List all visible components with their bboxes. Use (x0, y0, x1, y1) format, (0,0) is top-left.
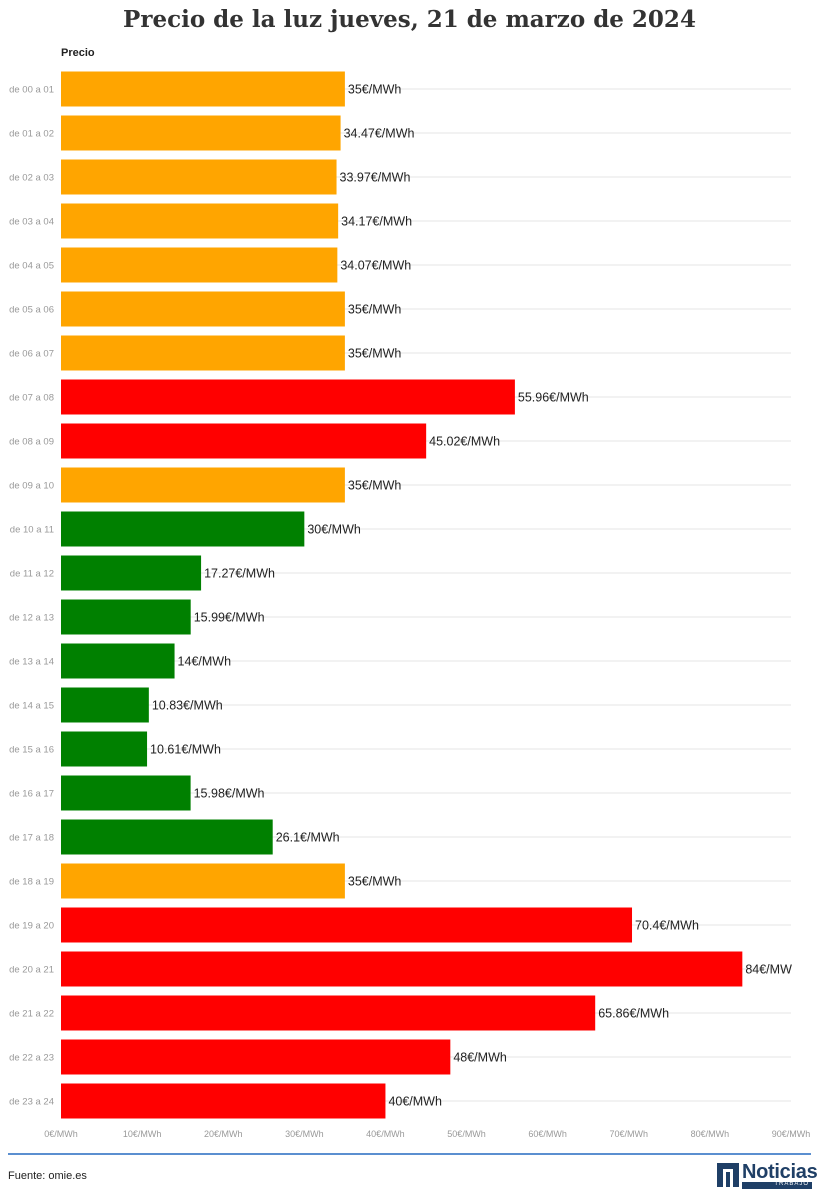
category-label: de 06 a 07 (9, 349, 54, 360)
x-tick-label: 20€/MWh (204, 1129, 243, 1139)
logo-sub-text: TRABAJO (774, 1181, 809, 1187)
category-label: de 22 a 23 (9, 1053, 54, 1064)
chart-title: Precio de la luz jueves, 21 de marzo de … (123, 6, 696, 33)
category-label: de 11 a 12 (10, 569, 54, 580)
category-label: de 01 a 02 (9, 129, 54, 140)
value-label: 15.98€/MWh (194, 787, 265, 801)
value-label: 10.83€/MWh (152, 699, 223, 713)
bar (61, 247, 338, 283)
x-tick-label: 90€/MWh (772, 1129, 811, 1139)
x-tick-label: 70€/MWh (610, 1129, 649, 1139)
bar (61, 643, 175, 679)
bar (61, 951, 743, 987)
bar (61, 1083, 386, 1119)
value-label: 30€/MWh (307, 523, 361, 537)
bar (61, 159, 337, 195)
value-label: 45.02€/MWh (429, 435, 500, 449)
value-label: 14€/MWh (178, 655, 232, 669)
value-label: 34.47€/MWh (344, 127, 415, 141)
category-label: de 07 a 08 (9, 393, 54, 404)
value-label: 35€/MWh (348, 303, 402, 317)
bar (61, 731, 148, 767)
x-tick-label: 50€/MWh (447, 1129, 486, 1139)
category-label: de 18 a 19 (9, 877, 54, 888)
category-label: de 20 a 21 (9, 965, 54, 976)
category-label: de 02 a 03 (9, 173, 54, 184)
value-label: 34.07€/MWh (340, 259, 411, 273)
value-label: 26.1€/MWh (276, 831, 340, 845)
value-label: 70.4€/MWh (635, 919, 699, 933)
bar-chart: de 00 a 01 35€/MWh de 01 a 02 34.47€/MWh de … (9, 71, 811, 1139)
noticias-trabajo-logo: Noticias TRABAJO (717, 1161, 818, 1191)
footer-divider (8, 1153, 811, 1155)
bar (61, 863, 345, 899)
category-label: de 09 a 10 (9, 481, 54, 492)
bar (61, 203, 339, 239)
x-tick-label: 60€/MWh (528, 1129, 567, 1139)
bar (61, 907, 633, 943)
value-label: 35€/MWh (348, 479, 402, 493)
bar (61, 379, 515, 415)
category-label: de 10 a 11 (10, 525, 54, 536)
bar (61, 511, 305, 547)
value-label: 35€/MWh (348, 875, 402, 889)
x-tick-label: 80€/MWh (691, 1129, 730, 1139)
value-label: 84€/MW (745, 963, 792, 977)
bar (61, 71, 345, 107)
bar (61, 423, 427, 459)
bar (61, 115, 341, 151)
category-label: de 21 a 22 (9, 1009, 54, 1020)
x-tick-label: 0€/MWh (44, 1129, 78, 1139)
logo-mark-icon (717, 1163, 739, 1187)
value-label: 17.27€/MWh (204, 567, 275, 581)
value-label: 48€/MWh (453, 1051, 507, 1065)
x-tick-label: 40€/MWh (366, 1129, 405, 1139)
bar (61, 555, 202, 591)
category-label: de 08 a 09 (9, 437, 54, 448)
category-label: de 12 a 13 (9, 613, 54, 624)
bar (61, 291, 345, 327)
column-header: Precio (61, 47, 95, 59)
category-label: de 04 a 05 (9, 261, 54, 272)
logo-sub-band: TRABAJO (742, 1181, 812, 1189)
category-label: de 15 a 16 (9, 745, 54, 756)
category-label: de 14 a 15 (9, 701, 54, 712)
value-label: 35€/MWh (348, 83, 402, 97)
x-tick-label: 30€/MWh (285, 1129, 324, 1139)
category-label: de 17 a 18 (9, 833, 54, 844)
bar (61, 335, 345, 371)
value-label: 55.96€/MWh (518, 391, 589, 405)
source-text: Fuente: omie.es (8, 1170, 87, 1182)
value-label: 15.99€/MWh (194, 611, 265, 625)
value-label: 40€/MWh (388, 1095, 442, 1109)
bar (61, 995, 596, 1031)
category-label: de 19 a 20 (9, 921, 54, 932)
category-label: de 13 a 14 (9, 657, 54, 668)
value-label: 65.86€/MWh (598, 1007, 669, 1021)
category-label: de 00 a 01 (9, 85, 54, 96)
value-label: 33.97€/MWh (340, 171, 411, 185)
category-label: de 23 a 24 (9, 1097, 54, 1108)
bar (61, 467, 345, 503)
value-label: 35€/MWh (348, 347, 402, 361)
bar (61, 1039, 451, 1075)
bar (61, 819, 273, 855)
x-tick-label: 10€/MWh (123, 1129, 162, 1139)
bar (61, 687, 149, 723)
category-label: de 05 a 06 (9, 305, 54, 316)
bar (61, 775, 191, 811)
value-label: 34.17€/MWh (341, 215, 412, 229)
category-label: de 03 a 04 (9, 217, 54, 228)
category-label: de 16 a 17 (9, 789, 54, 800)
value-label: 10.61€/MWh (150, 743, 221, 757)
bar (61, 599, 191, 635)
logo-word: Noticias (742, 1161, 818, 1183)
